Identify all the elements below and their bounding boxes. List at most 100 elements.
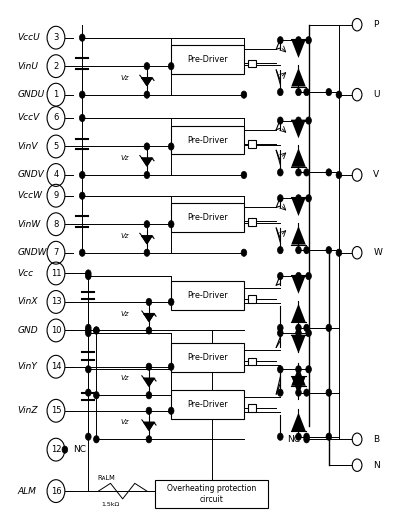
Text: P: P	[373, 20, 379, 29]
Text: 15: 15	[51, 406, 61, 415]
Text: N: N	[373, 461, 380, 470]
Text: VinW: VinW	[18, 220, 41, 229]
Circle shape	[94, 327, 99, 334]
Text: 5: 5	[53, 142, 59, 151]
Text: 10: 10	[51, 326, 61, 335]
Circle shape	[94, 436, 99, 443]
Circle shape	[79, 91, 85, 98]
Circle shape	[168, 299, 174, 306]
Polygon shape	[291, 376, 306, 395]
Circle shape	[168, 220, 174, 228]
Circle shape	[278, 169, 283, 176]
Circle shape	[278, 389, 283, 396]
Text: Vz: Vz	[120, 419, 129, 426]
Text: VccV: VccV	[18, 114, 40, 122]
Circle shape	[306, 36, 311, 44]
Circle shape	[306, 329, 311, 337]
FancyBboxPatch shape	[171, 281, 244, 309]
Polygon shape	[291, 40, 306, 58]
Circle shape	[295, 324, 301, 331]
FancyBboxPatch shape	[171, 390, 244, 418]
Circle shape	[295, 246, 301, 254]
Circle shape	[85, 389, 91, 396]
Circle shape	[85, 327, 91, 334]
Circle shape	[85, 270, 91, 277]
Text: Pre-Driver: Pre-Driver	[187, 400, 228, 409]
Circle shape	[326, 433, 332, 440]
Circle shape	[304, 324, 309, 331]
Text: GNDU: GNDU	[18, 90, 45, 99]
Circle shape	[144, 249, 150, 256]
FancyBboxPatch shape	[155, 480, 268, 508]
Circle shape	[278, 324, 283, 331]
Text: Vz: Vz	[120, 233, 129, 239]
Text: Vz: Vz	[120, 376, 129, 381]
Text: 7: 7	[53, 248, 59, 257]
Text: B: B	[373, 435, 379, 444]
Text: NC: NC	[287, 435, 300, 444]
Text: 14: 14	[51, 362, 61, 371]
Polygon shape	[291, 275, 306, 294]
Circle shape	[306, 366, 311, 373]
Circle shape	[326, 324, 332, 331]
Text: RᴀLM: RᴀLM	[98, 475, 115, 481]
Text: GNDV: GNDV	[18, 170, 44, 180]
Text: U: U	[373, 90, 380, 99]
Text: Vz: Vz	[120, 311, 129, 317]
Circle shape	[144, 171, 150, 179]
Circle shape	[352, 246, 362, 259]
Circle shape	[85, 433, 91, 440]
Text: VinZ: VinZ	[18, 406, 38, 415]
Circle shape	[278, 329, 283, 337]
Circle shape	[241, 91, 247, 98]
Circle shape	[278, 36, 283, 44]
Circle shape	[79, 34, 85, 41]
Circle shape	[352, 459, 362, 472]
Text: GNDW: GNDW	[18, 248, 47, 257]
Circle shape	[304, 436, 309, 443]
Circle shape	[295, 89, 301, 96]
Circle shape	[295, 433, 301, 440]
Circle shape	[336, 171, 342, 179]
Bar	[248, 358, 256, 365]
Circle shape	[85, 329, 91, 337]
Circle shape	[146, 407, 152, 414]
Text: 9: 9	[53, 191, 59, 200]
Text: 12: 12	[51, 445, 61, 454]
Text: VinY: VinY	[18, 362, 37, 371]
Circle shape	[85, 324, 91, 331]
FancyBboxPatch shape	[171, 126, 244, 154]
Circle shape	[62, 446, 68, 453]
Circle shape	[168, 363, 174, 370]
Circle shape	[295, 36, 301, 44]
Circle shape	[278, 117, 283, 124]
Circle shape	[306, 195, 311, 202]
Circle shape	[295, 169, 301, 176]
Circle shape	[144, 91, 150, 98]
Polygon shape	[291, 197, 306, 216]
Circle shape	[85, 272, 91, 280]
Polygon shape	[291, 367, 306, 386]
Circle shape	[326, 89, 332, 96]
Polygon shape	[291, 68, 306, 86]
Circle shape	[146, 299, 152, 306]
Polygon shape	[291, 334, 306, 353]
Circle shape	[146, 392, 152, 399]
Text: Vcc: Vcc	[18, 269, 34, 278]
Circle shape	[352, 89, 362, 101]
Text: Vz: Vz	[120, 75, 129, 81]
FancyBboxPatch shape	[171, 343, 244, 372]
Circle shape	[295, 195, 301, 202]
Circle shape	[326, 169, 332, 176]
Circle shape	[278, 366, 283, 373]
Polygon shape	[142, 158, 152, 166]
Circle shape	[278, 433, 283, 440]
Text: 13: 13	[50, 297, 61, 306]
Polygon shape	[291, 304, 306, 322]
Circle shape	[326, 246, 332, 254]
Text: GND: GND	[18, 326, 38, 335]
Text: 8: 8	[53, 220, 59, 229]
Circle shape	[304, 389, 309, 396]
Circle shape	[295, 366, 301, 373]
Text: ALM: ALM	[18, 487, 37, 495]
